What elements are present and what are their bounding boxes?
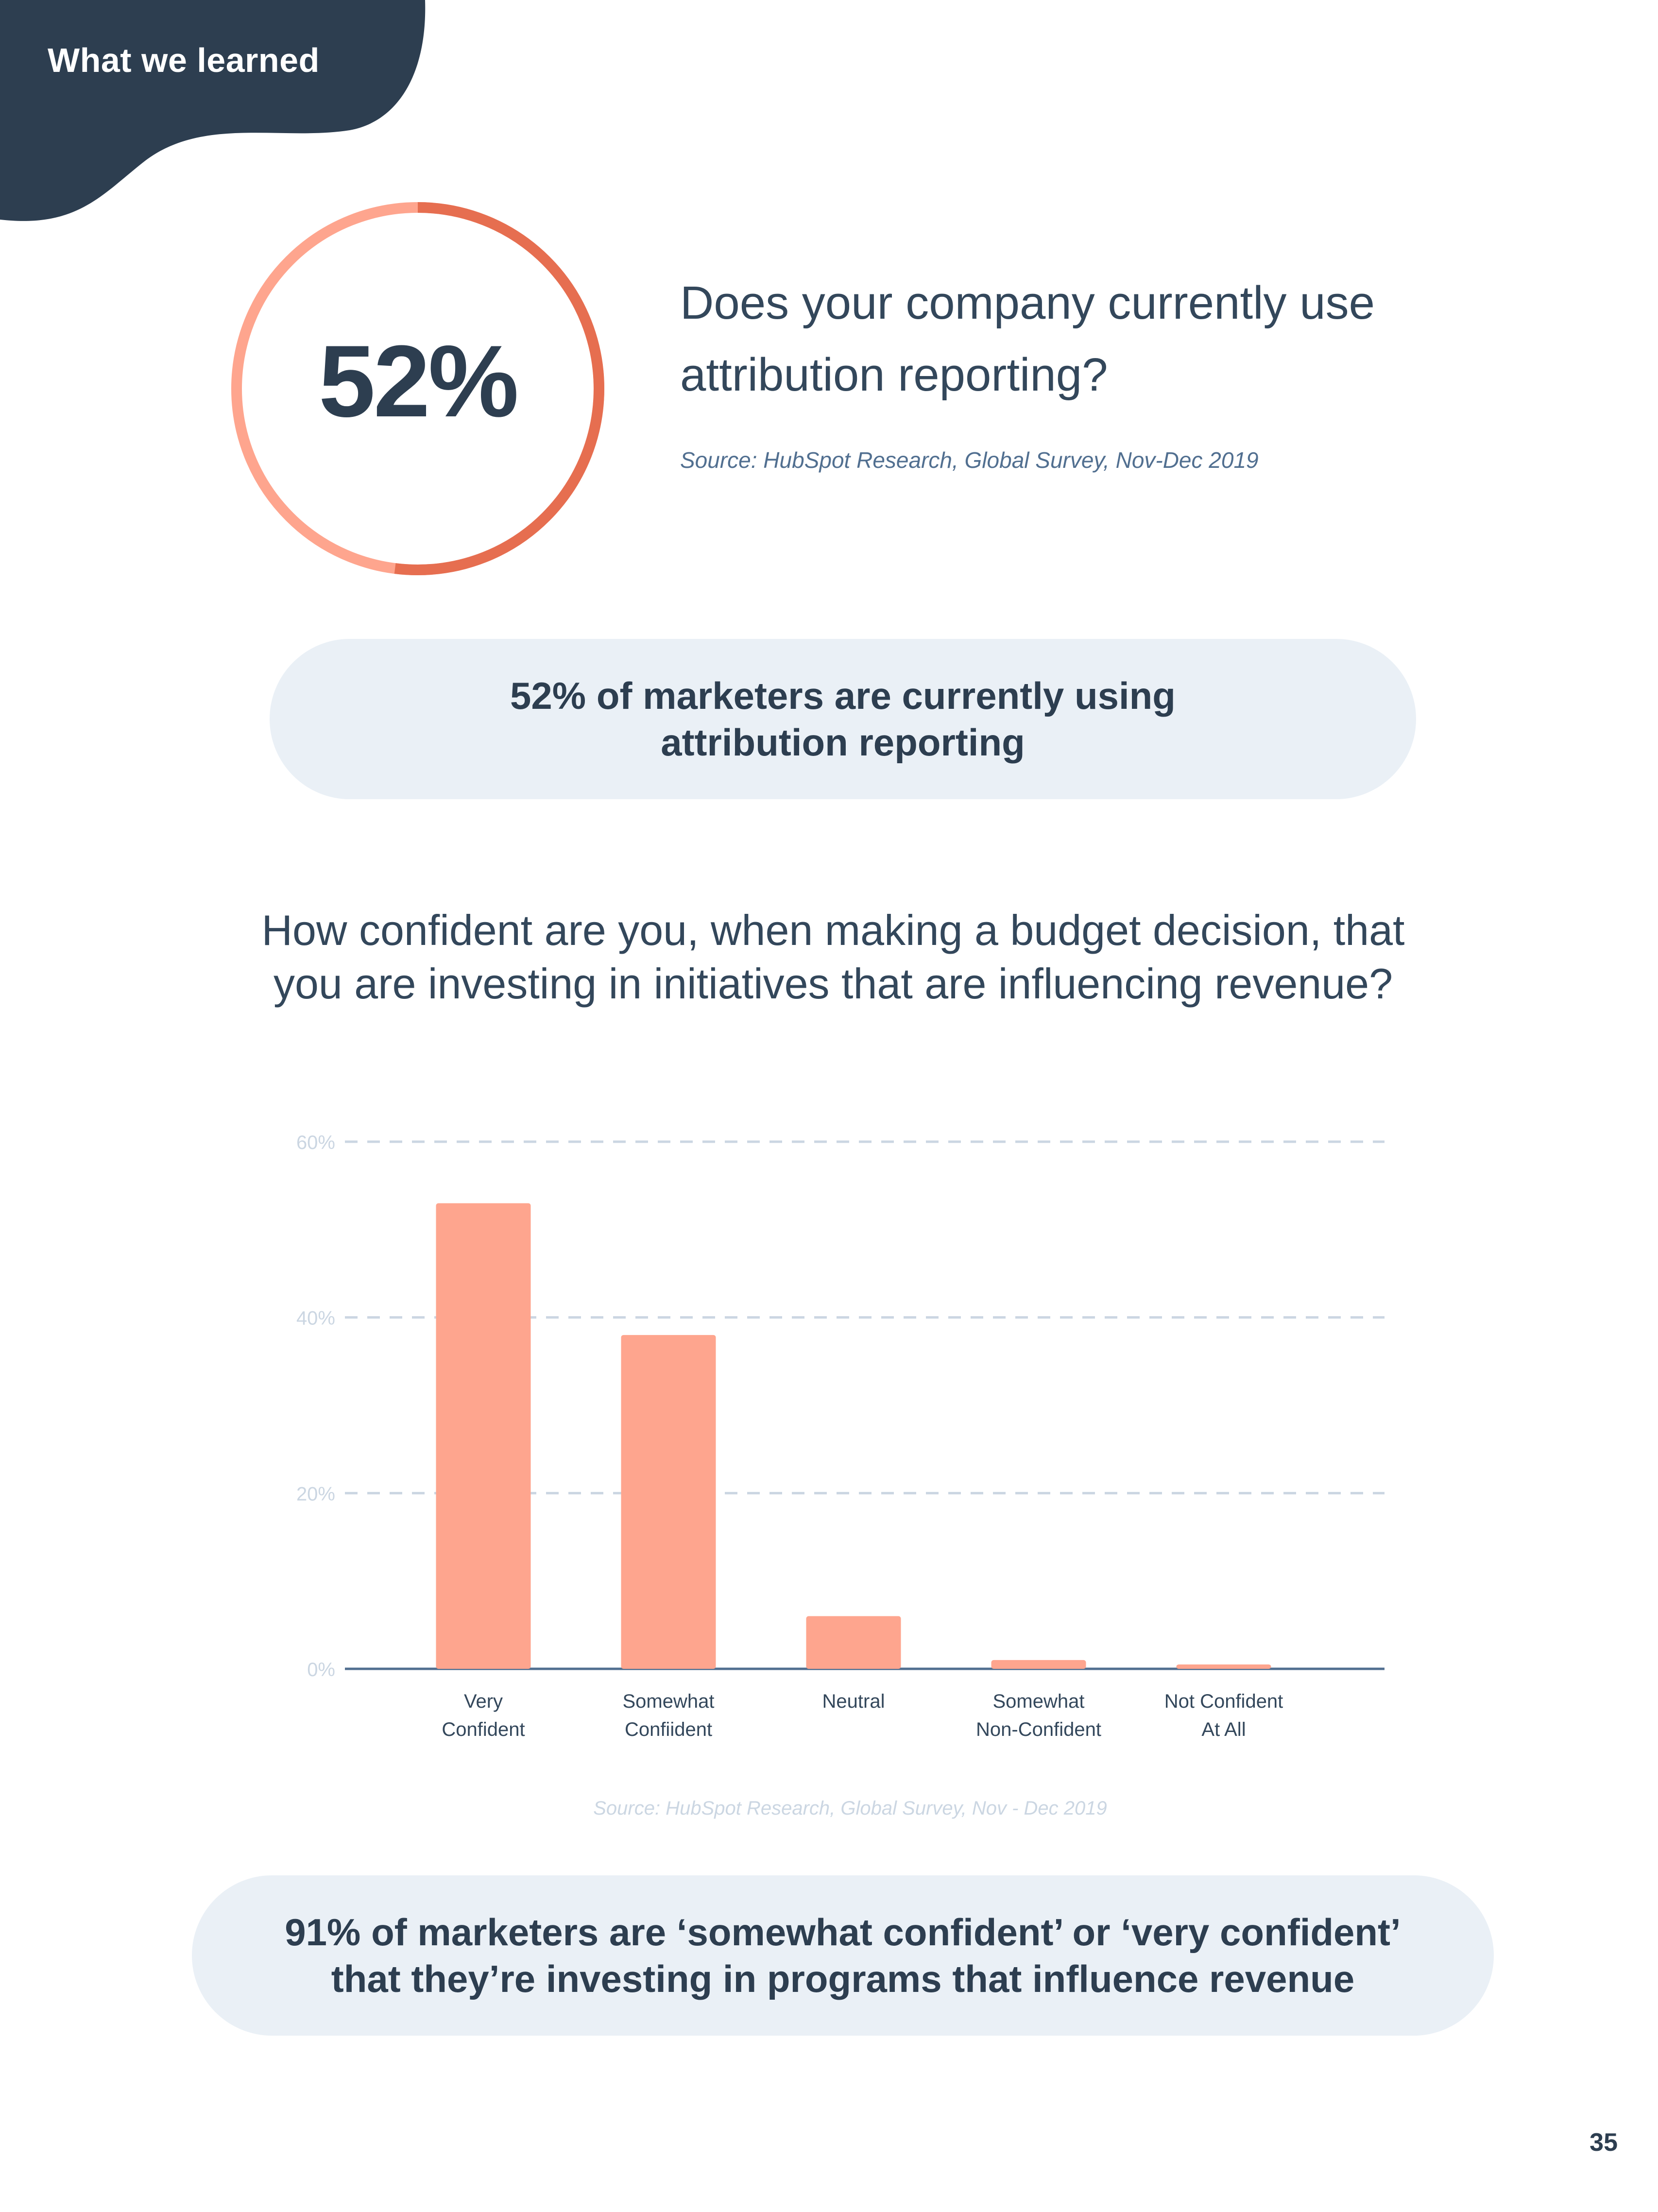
stat-ring xyxy=(231,202,604,575)
chart-y-tick-label: 40% xyxy=(296,1308,335,1329)
chart-bar xyxy=(1176,1664,1271,1669)
chart-y-tick-label: 20% xyxy=(296,1483,335,1505)
question-1-source: Source: HubSpot Research, Global Survey,… xyxy=(680,447,1259,473)
chart-x-tick-label: Confiident xyxy=(625,1719,712,1740)
chart-x-tick-label: Somewhat xyxy=(993,1691,1085,1712)
chart-x-tick-label: Very xyxy=(464,1691,503,1712)
section-tag: What we learned xyxy=(48,41,320,79)
corner-blob-path xyxy=(0,0,426,221)
chart-source: Source: HubSpot Research, Global Survey,… xyxy=(593,1798,1107,1819)
chart-bar xyxy=(436,1203,531,1669)
chart-bar xyxy=(806,1616,901,1669)
page-number: 35 xyxy=(1590,2128,1618,2157)
confidence-bar-chart: 0% 20% 40% 60% Very Confident Somewhat Confiid… xyxy=(296,1132,1385,1740)
chart-x-tick-label: Somewhat xyxy=(623,1691,715,1712)
question-2: How confident are you, when making a bud… xyxy=(261,906,1405,1008)
chart-x-tick-labels: Very Confident Somewhat Confiident Neutral So… xyxy=(442,1691,1283,1740)
chart-x-tick-label: Non-Confident xyxy=(976,1719,1101,1740)
chart-bar xyxy=(991,1660,1086,1669)
question-1: Does your company currently use attribut… xyxy=(680,277,1375,401)
chart-bars xyxy=(436,1203,1271,1669)
callout-2-line: that they’re investing in programs that … xyxy=(331,1957,1355,2000)
chart-x-tick-label: Confident xyxy=(442,1719,525,1740)
callout-2: 91% of marketers are ‘somewhat confident… xyxy=(192,1875,1494,2036)
chart-x-tick-label: At All xyxy=(1201,1719,1246,1740)
stat-ring-filled xyxy=(231,202,604,575)
callout-1-line: attribution reporting xyxy=(661,721,1025,764)
callout-2-text: 91% of marketers are ‘somewhat confident… xyxy=(285,1909,1401,2002)
chart-bar xyxy=(621,1335,716,1669)
stat-value: 52% xyxy=(318,324,519,438)
callout-1: 52% of marketers are currently using att… xyxy=(270,639,1416,799)
chart-y-tick-label: 0% xyxy=(307,1659,335,1680)
chart-x-tick-label: Not Confident xyxy=(1164,1691,1283,1712)
callout-1-text: 52% of marketers are currently using att… xyxy=(510,672,1176,766)
chart-x-tick-label: Neutral xyxy=(822,1691,885,1712)
callout-2-line: 91% of marketers are ‘somewhat confident… xyxy=(285,1911,1401,1954)
corner-blob-shape xyxy=(0,0,426,221)
chart-y-tick-labels: 0% 20% 40% 60% xyxy=(296,1132,335,1680)
callout-1-line: 52% of marketers are currently using xyxy=(510,674,1176,717)
chart-y-tick-label: 60% xyxy=(296,1132,335,1153)
